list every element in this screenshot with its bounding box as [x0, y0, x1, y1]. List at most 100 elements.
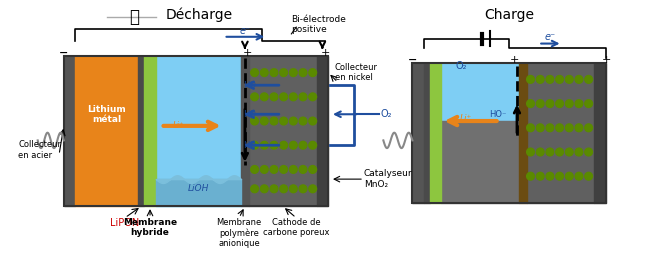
Bar — [317, 56, 328, 206]
Circle shape — [279, 93, 287, 101]
Bar — [138, 56, 144, 206]
Circle shape — [527, 172, 534, 180]
Circle shape — [260, 185, 268, 193]
Text: O₂: O₂ — [380, 109, 392, 119]
Circle shape — [546, 75, 554, 83]
Text: Lithium
métal: Lithium métal — [87, 105, 126, 124]
Bar — [144, 56, 156, 206]
Text: −: − — [408, 55, 417, 65]
Text: Membrane
polymère
anionique: Membrane polymère anionique — [217, 218, 261, 248]
Text: Cathode de
carbone poreux: Cathode de carbone poreux — [263, 218, 329, 237]
Circle shape — [251, 185, 258, 193]
Circle shape — [270, 93, 278, 101]
Circle shape — [575, 148, 583, 156]
Text: HO⁻: HO⁻ — [243, 81, 260, 90]
Circle shape — [575, 100, 583, 107]
Circle shape — [527, 148, 534, 156]
Bar — [519, 63, 527, 203]
Circle shape — [309, 141, 317, 149]
Circle shape — [289, 69, 297, 76]
Circle shape — [299, 166, 307, 173]
Text: Li⁺: Li⁺ — [173, 121, 185, 130]
Circle shape — [556, 124, 564, 132]
Bar — [430, 63, 442, 203]
Circle shape — [566, 124, 573, 132]
Text: Bi-électrode
positive: Bi-électrode positive — [291, 14, 346, 34]
Text: Li⁺: Li⁺ — [460, 114, 472, 123]
Circle shape — [251, 166, 258, 173]
Circle shape — [527, 75, 534, 83]
Circle shape — [566, 172, 573, 180]
Circle shape — [299, 93, 307, 101]
Circle shape — [289, 117, 297, 125]
Circle shape — [556, 75, 564, 83]
Bar — [442, 63, 519, 121]
Circle shape — [289, 185, 297, 193]
Text: +: + — [243, 48, 253, 58]
Circle shape — [279, 141, 287, 149]
Text: HO⁻: HO⁻ — [243, 141, 260, 150]
Text: LiPON: LiPON — [110, 218, 139, 228]
Circle shape — [536, 148, 544, 156]
Circle shape — [279, 69, 287, 76]
Circle shape — [309, 93, 317, 101]
Text: Membrane
hybride: Membrane hybride — [123, 218, 177, 237]
Circle shape — [299, 185, 307, 193]
Circle shape — [279, 117, 287, 125]
Text: Décharge: Décharge — [166, 8, 233, 22]
Circle shape — [585, 148, 592, 156]
Bar — [241, 56, 249, 206]
Circle shape — [251, 69, 258, 76]
Circle shape — [289, 166, 297, 173]
Bar — [75, 56, 138, 206]
Circle shape — [299, 141, 307, 149]
Text: e⁻: e⁻ — [239, 26, 251, 36]
Circle shape — [309, 117, 317, 125]
Circle shape — [279, 185, 287, 193]
Text: −: − — [59, 48, 69, 58]
Text: Collecteur
en nickel: Collecteur en nickel — [335, 63, 378, 82]
Bar — [64, 56, 328, 206]
Text: +: + — [602, 55, 611, 65]
Text: Collecteur
en acier: Collecteur en acier — [18, 140, 61, 160]
Circle shape — [251, 141, 258, 149]
Circle shape — [270, 141, 278, 149]
Circle shape — [260, 117, 268, 125]
Circle shape — [299, 69, 307, 76]
Circle shape — [309, 69, 317, 76]
Circle shape — [527, 124, 534, 132]
Circle shape — [270, 185, 278, 193]
Circle shape — [251, 117, 258, 125]
Circle shape — [585, 172, 592, 180]
Circle shape — [536, 75, 544, 83]
Text: e⁻: e⁻ — [544, 32, 556, 42]
Bar — [442, 121, 519, 203]
Bar — [424, 63, 430, 203]
Circle shape — [279, 166, 287, 173]
Circle shape — [260, 93, 268, 101]
Text: +: + — [321, 48, 330, 58]
Circle shape — [575, 172, 583, 180]
Circle shape — [309, 166, 317, 173]
Circle shape — [546, 100, 554, 107]
Bar — [249, 56, 317, 206]
Circle shape — [270, 117, 278, 125]
Text: LiOH: LiOH — [187, 184, 209, 193]
Bar — [156, 179, 241, 206]
Text: HO⁻: HO⁻ — [243, 110, 260, 119]
Bar — [412, 63, 606, 203]
Text: 🚗: 🚗 — [129, 8, 139, 26]
Circle shape — [260, 141, 268, 149]
Circle shape — [566, 75, 573, 83]
Circle shape — [566, 100, 573, 107]
Circle shape — [546, 172, 554, 180]
Circle shape — [536, 124, 544, 132]
Circle shape — [585, 124, 592, 132]
Circle shape — [536, 100, 544, 107]
Bar — [527, 63, 594, 203]
Bar — [594, 63, 606, 203]
Circle shape — [536, 172, 544, 180]
Circle shape — [309, 185, 317, 193]
Bar — [156, 56, 241, 206]
Circle shape — [527, 100, 534, 107]
